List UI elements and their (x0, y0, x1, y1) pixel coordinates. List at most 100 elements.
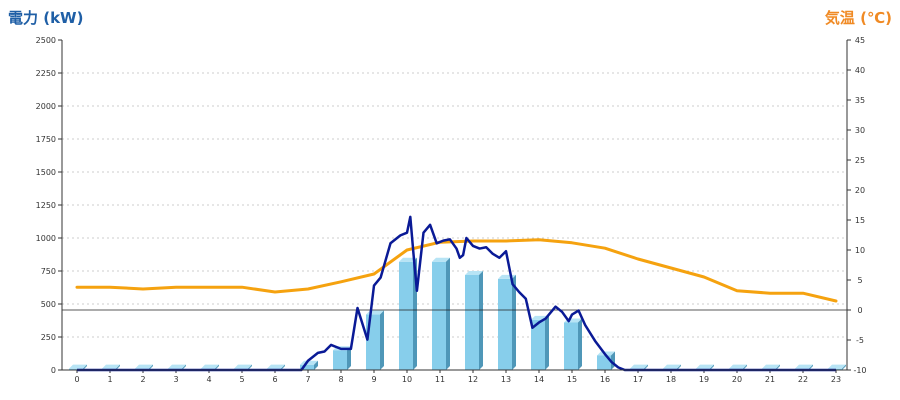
x-tick-label: 19 (699, 375, 709, 384)
x-tick-label: 22 (798, 375, 808, 384)
bar-top (630, 364, 648, 369)
bar-side (776, 364, 780, 370)
bar-side (347, 346, 351, 370)
bar-top (267, 364, 285, 369)
bar-hour-11 (432, 257, 450, 370)
bar-side (809, 364, 813, 370)
bar-side (446, 257, 450, 370)
bar-side (314, 360, 318, 370)
bar-side (644, 364, 648, 370)
bar-side (743, 364, 747, 370)
y-right-tick-label: 15 (855, 216, 865, 225)
bar-front (498, 278, 512, 370)
bar-side (842, 364, 846, 370)
y-left-tick-label: 2000 (36, 102, 56, 111)
bar-side (149, 364, 153, 370)
bar-front (465, 274, 479, 370)
y-right-tick-label: 20 (855, 186, 865, 195)
x-tick-label: 0 (74, 375, 79, 384)
bar-top (168, 364, 186, 369)
bar-side (512, 274, 516, 370)
bar-top (696, 364, 714, 369)
y-right-tick-label: -5 (856, 336, 864, 345)
bar-top (69, 364, 87, 369)
bar-hour-12 (465, 270, 483, 370)
x-tick-label: 21 (765, 375, 775, 384)
bar-top (399, 257, 417, 262)
bar-top (762, 364, 780, 369)
y-left-tick-label: 1750 (36, 135, 56, 144)
bar-side (215, 364, 219, 370)
bar-top (234, 364, 252, 369)
temperature-line (75, 238, 838, 303)
x-ticks: 0 1 2 3 4 5 6 7 8 9 10 11 12 13 14 15 16 17 18 19 20 21 22 23 (74, 370, 841, 384)
y-left-tick-label: 2500 (36, 36, 56, 45)
power-line (77, 215, 836, 372)
bar-top (729, 364, 747, 369)
bar-hour-13 (498, 274, 516, 370)
x-tick-label: 23 (831, 375, 841, 384)
x-tick-label: 12 (468, 375, 478, 384)
x-tick-label: 7 (305, 375, 310, 384)
x-tick-label: 5 (239, 375, 244, 384)
bar-hour-0 (69, 364, 87, 370)
hourly-bars (69, 257, 846, 370)
bar-side (248, 364, 252, 370)
x-tick-label: 4 (206, 375, 211, 384)
y-left-tick-label: 750 (41, 267, 56, 276)
bar-top (201, 364, 219, 369)
x-tick-label: 16 (600, 375, 610, 384)
y-left-tick-label: 1250 (36, 201, 56, 210)
bar-front (432, 261, 446, 370)
x-tick-label: 10 (402, 375, 412, 384)
bar-side (116, 364, 120, 370)
axes (61, 40, 848, 371)
bar-side (545, 315, 549, 370)
y-left-tick-label: 1500 (36, 168, 56, 177)
y-right-tick-label: -10 (853, 366, 866, 375)
bar-top (465, 270, 483, 275)
bar-side (281, 364, 285, 370)
bar-top (795, 364, 813, 369)
y-left-tick-label: 0 (51, 366, 56, 375)
bar-front (333, 350, 347, 370)
x-tick-label: 2 (140, 375, 145, 384)
x-tick-label: 20 (732, 375, 742, 384)
y-right-axis-label: 気温 (℃) (825, 9, 892, 27)
bar-hour-14 (531, 315, 549, 370)
bar-front (69, 368, 83, 370)
y-left-axis-label: 電力 (kW) (8, 9, 83, 27)
bar-front (300, 364, 314, 370)
bar-side (380, 310, 384, 370)
bar-side (677, 364, 681, 370)
y-left-tick-label: 500 (41, 300, 56, 309)
bar-side (479, 270, 483, 370)
bar-side (83, 364, 87, 370)
bar-side (578, 318, 582, 370)
y-right-tick-label: 25 (855, 156, 865, 165)
bar-top (432, 257, 450, 262)
y-left-ticks: 0 250 500 750 1000 1250 1500 1750 2000 2250 2500 (36, 36, 62, 375)
bar-front (531, 319, 545, 370)
bar-front (366, 314, 380, 370)
x-tick-label: 11 (435, 375, 445, 384)
series-lines (62, 215, 847, 372)
bar-top (663, 364, 681, 369)
bar-top (828, 364, 846, 369)
bar-side (710, 364, 714, 370)
y-right-tick-label: 30 (855, 126, 865, 135)
x-tick-label: 6 (272, 375, 277, 384)
grid-lines (62, 72, 847, 338)
y-right-tick-label: 40 (855, 66, 865, 75)
y-right-ticks: -10 -5 0 5 10 15 20 25 30 35 40 45 (847, 36, 867, 375)
bar-front (564, 322, 578, 370)
x-tick-label: 3 (173, 375, 178, 384)
bar-top (135, 364, 153, 369)
x-tick-label: 8 (338, 375, 343, 384)
y-left-tick-label: 250 (41, 333, 56, 342)
x-tick-label: 13 (501, 375, 511, 384)
x-tick-label: 17 (633, 375, 643, 384)
y-left-tick-label: 2250 (36, 69, 56, 78)
x-tick-label: 18 (666, 375, 676, 384)
